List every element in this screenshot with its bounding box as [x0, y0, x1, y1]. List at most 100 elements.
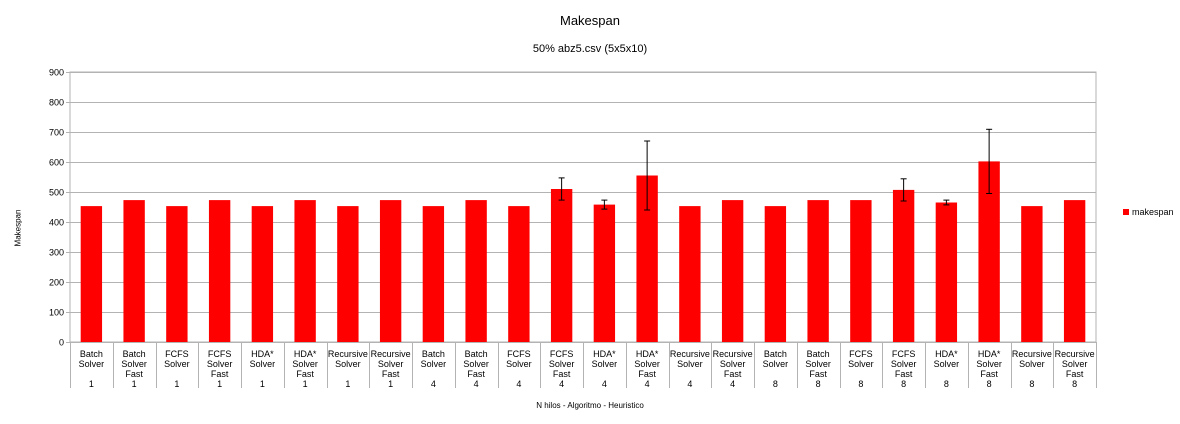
bars [80, 161, 1086, 342]
bar [935, 202, 958, 342]
x-tick-label: Solver [805, 359, 831, 369]
chart-subtitle: 50% abz5.csv (5x5x10) [532, 43, 648, 55]
x-tick-threads: 8 [773, 379, 778, 389]
x-tick-threads: 1 [260, 379, 265, 389]
x-tick-label: Fast [382, 369, 400, 379]
x-tick-label: HDA* [935, 349, 958, 359]
x-tick-label: Solver [549, 359, 575, 369]
bar [636, 175, 658, 342]
x-tick-label: Fast [125, 369, 143, 379]
x-tick-label: Solver [720, 359, 746, 369]
legend-swatch [1123, 209, 1129, 215]
bar [1063, 200, 1086, 342]
x-tick-label: Solver [677, 359, 703, 369]
x-tick-threads: 1 [174, 379, 179, 389]
y-tick-label: 900 [49, 68, 64, 78]
bar [764, 206, 787, 342]
x-tick-threads: 4 [474, 379, 479, 389]
x-tick-label: Fast [980, 369, 998, 379]
x-tick-label: Batch [764, 349, 787, 359]
x-tick-label: HDA* [978, 349, 1001, 359]
x-tick-label: Batch [465, 349, 488, 359]
x-tick-label: HDA* [636, 349, 659, 359]
x-tick-label: Solver [506, 359, 532, 369]
y-tick-label: 300 [49, 248, 64, 258]
x-tick-label: Solver [463, 359, 489, 369]
x-tick-threads: 4 [431, 379, 436, 389]
bar [978, 161, 1000, 342]
x-tick-label: Solver [79, 359, 105, 369]
x-tick-label: Solver [634, 359, 660, 369]
x-tick-label: Recursive [713, 349, 753, 359]
x-tick-threads: 1 [345, 379, 350, 389]
x-tick-label: Solver [207, 359, 233, 369]
x-tick-label: Batch [80, 349, 103, 359]
bar [1021, 206, 1043, 342]
bar [379, 200, 402, 342]
bar [807, 200, 829, 342]
bar [294, 200, 316, 342]
y-tick-label: 0 [59, 338, 64, 348]
bar [166, 206, 188, 342]
x-tick-label: FCFS [208, 349, 232, 359]
bar [208, 200, 231, 342]
chart-title: Makespan [560, 13, 620, 28]
y-tick-label: 400 [49, 218, 64, 228]
y-tick-label: 600 [49, 158, 64, 168]
x-tick-threads: 1 [217, 379, 222, 389]
x-tick-threads: 1 [132, 379, 137, 389]
x-tick-label: Recursive [1012, 349, 1052, 359]
x-tick-threads: 1 [303, 379, 308, 389]
x-tick-label: Recursive [1055, 349, 1095, 359]
x-tick-label: Fast [211, 369, 229, 379]
bar [508, 206, 530, 342]
x-tick-threads: 8 [816, 379, 821, 389]
y-axis-label: Makespan [13, 209, 23, 247]
x-tick-label: Solver [378, 359, 404, 369]
x-tick-label: Recursive [670, 349, 710, 359]
x-tick-label: Fast [296, 369, 314, 379]
bar [251, 206, 274, 342]
x-tick-label: Solver [976, 359, 1002, 369]
x-tick-label: Batch [422, 349, 445, 359]
y-tick-label: 500 [49, 188, 64, 198]
bar [593, 204, 616, 342]
x-tick-threads: 8 [858, 379, 863, 389]
x-tick-label: Solver [934, 359, 960, 369]
x-tick-label: FCFS [165, 349, 189, 359]
y-tick-label: 200 [49, 278, 64, 288]
x-tick-threads: 8 [987, 379, 992, 389]
x-tick-label: Solver [121, 359, 147, 369]
x-tick-threads: 4 [687, 379, 692, 389]
x-tick-label: Batch [807, 349, 830, 359]
x-tick-label: Fast [724, 369, 742, 379]
bar [123, 200, 145, 342]
x-tick-label: Fast [467, 369, 485, 379]
x-tick-label: Solver [292, 359, 318, 369]
x-tick-label: Solver [763, 359, 789, 369]
x-tick-label: Fast [638, 369, 656, 379]
legend: makespan [1123, 207, 1174, 217]
x-tick-threads: 8 [1029, 379, 1034, 389]
x-tick-label: FCFS [507, 349, 531, 359]
x-tick-label: FCFS [849, 349, 873, 359]
x-tick-threads: 4 [559, 379, 564, 389]
x-tick-threads: 4 [516, 379, 521, 389]
x-tick-label: Fast [809, 369, 827, 379]
y-tick-label: 700 [49, 128, 64, 138]
x-tick-label: Solver [164, 359, 190, 369]
y-tick-label: 800 [49, 98, 64, 108]
x-tick-label: Solver [421, 359, 447, 369]
bar [465, 200, 487, 342]
x-tick-label: Solver [1062, 359, 1088, 369]
bar [721, 200, 744, 342]
x-tick-label: Recursive [371, 349, 411, 359]
bar [550, 189, 573, 342]
x-tick-label: Solver [1019, 359, 1045, 369]
x-tick-label: Recursive [328, 349, 368, 359]
x-tick-label: Fast [553, 369, 571, 379]
bar [80, 206, 103, 342]
x-tick-threads: 4 [730, 379, 735, 389]
x-tick-label: Solver [250, 359, 276, 369]
x-tick-label: Fast [895, 369, 913, 379]
